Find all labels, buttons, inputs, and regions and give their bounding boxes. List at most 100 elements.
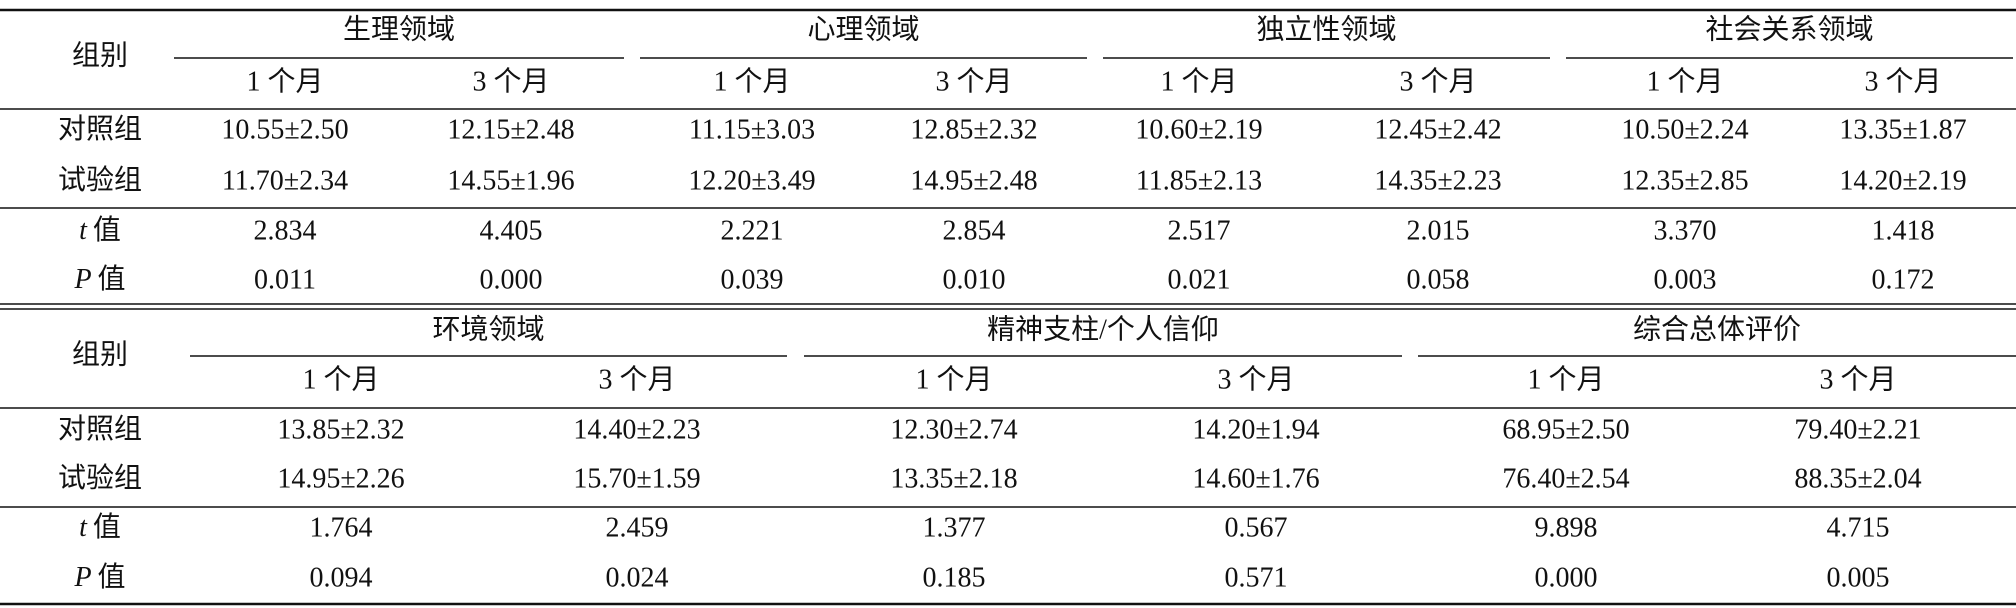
cell: 68.95±2.50 [1502, 414, 1629, 445]
cell: 12.45±2.42 [1374, 114, 1501, 145]
stat-label: 值 [98, 263, 126, 295]
group-header: 综合总体评价 [1633, 313, 1801, 345]
group-label: 对照组 [58, 113, 142, 145]
cell: 0.021 [1168, 264, 1231, 295]
cell: 12.15±2.48 [447, 114, 574, 145]
period-header: 1 个月 [1527, 364, 1604, 395]
group-header: 独立性领域 [1256, 13, 1396, 45]
cell: 14.35±2.23 [1374, 165, 1501, 196]
cell: 14.95±2.26 [277, 463, 404, 494]
period-header: 1 个月 [302, 364, 379, 395]
period-header: 3 个月 [1217, 364, 1294, 395]
group-header: 生理领域 [343, 13, 455, 45]
stat-label: 值 [98, 561, 126, 593]
cell: 2.015 [1407, 215, 1470, 246]
cell: 10.50±2.24 [1621, 114, 1748, 145]
cell: 11.15±3.03 [689, 114, 815, 145]
row-label: 试验组 [58, 164, 142, 196]
row-label: 试验组 [58, 462, 142, 494]
cell: 0.011 [254, 264, 316, 295]
cell: 12.20±3.49 [688, 165, 815, 196]
period-header: 1 个月 [246, 66, 323, 97]
cell: 88.35±2.04 [1794, 463, 1921, 494]
cell: 14.20±2.19 [1839, 165, 1966, 196]
group-label: 试验组 [58, 164, 142, 196]
group-label: 试验组 [58, 462, 142, 494]
period-header: 1 个月 [1646, 66, 1723, 97]
cell: 14.20±1.94 [1192, 414, 1319, 445]
period-header: 1 个月 [1160, 66, 1237, 97]
cell: 0.058 [1407, 264, 1470, 295]
cell: 1.418 [1872, 215, 1935, 246]
cell: 1.377 [923, 512, 986, 543]
cell: 0.094 [310, 562, 373, 593]
cell: 12.35±2.85 [1621, 165, 1748, 196]
cell: 10.60±2.19 [1135, 114, 1262, 145]
cell: 2.854 [943, 215, 1006, 246]
stat-symbol: P [73, 562, 91, 593]
cell: 13.35±2.18 [890, 463, 1017, 494]
cell: 0.039 [721, 264, 784, 295]
cell: 2.221 [721, 215, 784, 246]
cell: 4.715 [1827, 512, 1890, 543]
period-header: 3 个月 [935, 66, 1012, 97]
cell: 79.40±2.21 [1794, 414, 1921, 445]
cell: 2.459 [606, 512, 669, 543]
cell: 0.567 [1225, 512, 1288, 543]
cell: 0.000 [480, 264, 543, 295]
period-header: 3 个月 [1399, 66, 1476, 97]
period-header: 3 个月 [598, 364, 675, 395]
cell: 0.005 [1827, 562, 1890, 593]
corner-header: 组别 [72, 39, 128, 71]
group-label: 对照组 [58, 413, 142, 445]
cell: 76.40±2.54 [1502, 463, 1629, 494]
stat-symbol: t [79, 512, 88, 543]
stat-symbol: t [79, 215, 88, 246]
cell: 0.024 [606, 562, 669, 593]
cell: 14.55±1.96 [447, 165, 574, 196]
period-header: 1 个月 [915, 364, 992, 395]
cell: 14.40±2.23 [573, 414, 700, 445]
cell: 0.000 [1535, 562, 1598, 593]
cell: 12.85±2.32 [910, 114, 1037, 145]
cell: 0.185 [923, 562, 986, 593]
stat-label: 值 [93, 511, 121, 543]
cell: 11.70±2.34 [222, 165, 348, 196]
cell: 13.85±2.32 [277, 414, 404, 445]
stat-symbol: P [73, 264, 91, 295]
corner-header: 组别 [72, 338, 128, 370]
group-header: 环境领域 [432, 313, 544, 345]
period-header: 3 个月 [1819, 364, 1896, 395]
cell: 10.55±2.50 [221, 114, 348, 145]
cell: 14.95±2.48 [910, 165, 1037, 196]
group-header: 社会关系领域 [1705, 13, 1873, 45]
cell: 13.35±1.87 [1839, 114, 1966, 145]
cell: 0.571 [1225, 562, 1288, 593]
period-header: 3 个月 [1864, 66, 1941, 97]
group-header: 心理领域 [807, 13, 919, 45]
cell: 9.898 [1535, 512, 1598, 543]
cell: 14.60±1.76 [1192, 463, 1319, 494]
cell: 0.172 [1872, 264, 1935, 295]
cell: 2.834 [254, 215, 317, 246]
cell: 2.517 [1168, 215, 1231, 246]
cell: 1.764 [310, 512, 373, 543]
cell: 15.70±1.59 [573, 463, 700, 494]
cell: 12.30±2.74 [890, 414, 1017, 445]
group-header: 精神支柱/个人信仰 [987, 313, 1219, 345]
period-header: 3 个月 [472, 66, 549, 97]
cell: 4.405 [480, 215, 543, 246]
cell: 0.010 [943, 264, 1006, 295]
period-header: 1 个月 [713, 66, 790, 97]
stat-label: 值 [93, 214, 121, 246]
row-label: 对照组 [58, 113, 142, 145]
cell: 3.370 [1654, 215, 1717, 246]
cell: 11.85±2.13 [1136, 165, 1262, 196]
cell: 0.003 [1654, 264, 1717, 295]
row-label: 对照组 [58, 413, 142, 445]
